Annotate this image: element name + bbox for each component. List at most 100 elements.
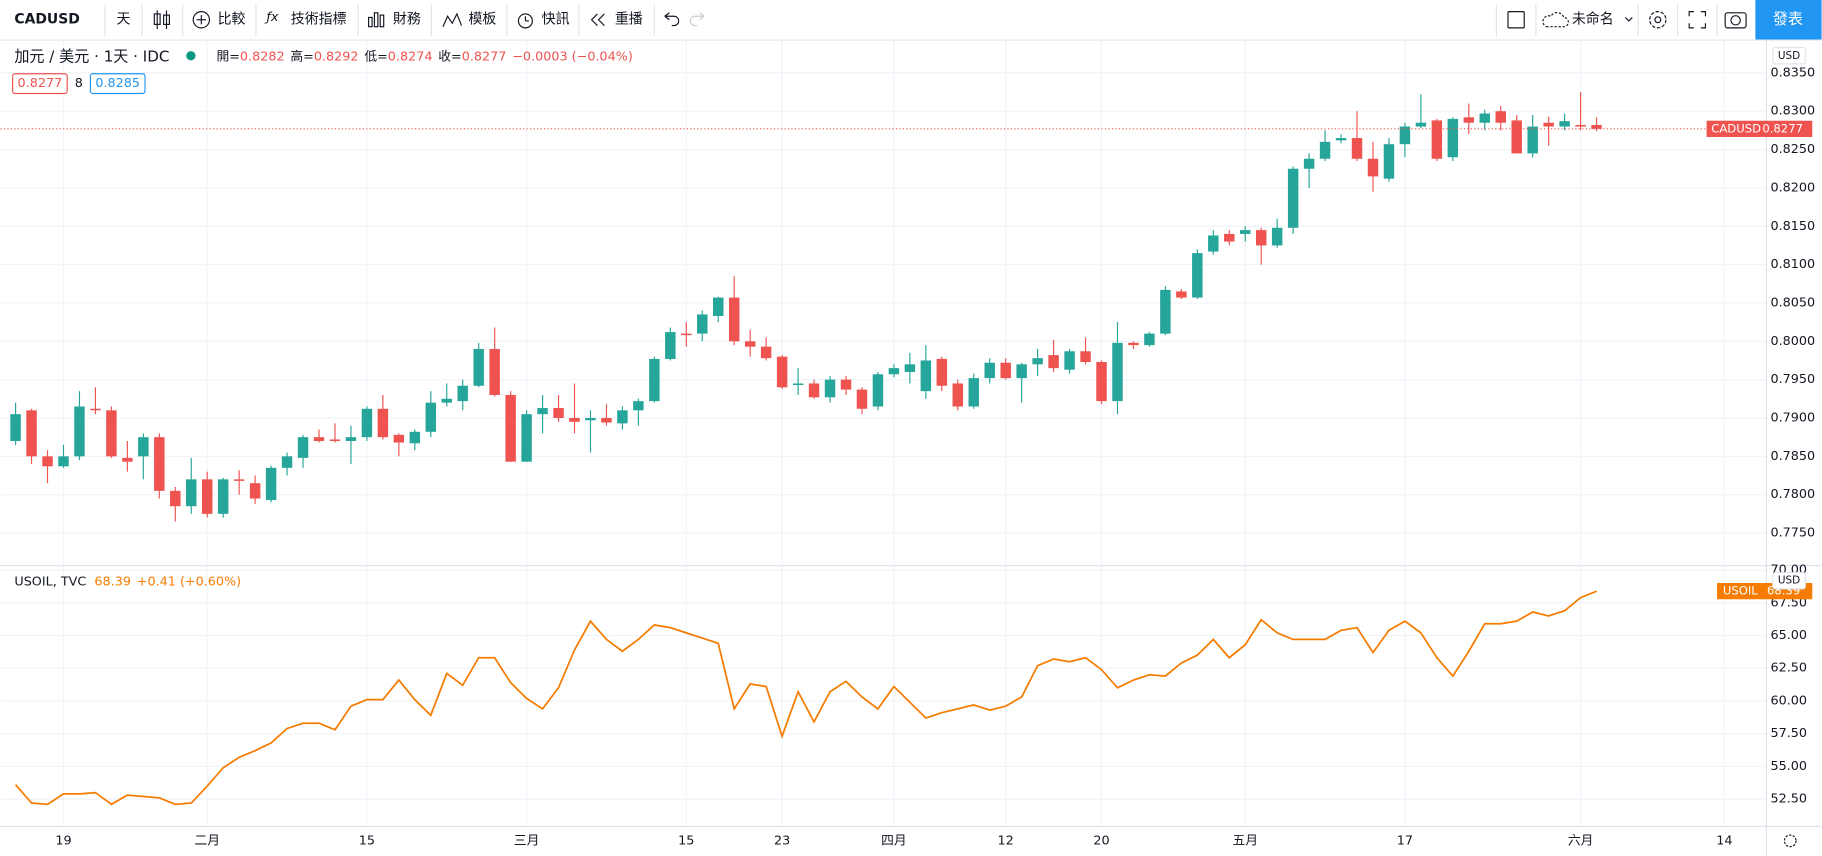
candle-body — [824, 379, 836, 398]
candle-body — [122, 457, 133, 462]
redo-button[interactable] — [689, 12, 705, 27]
y-tick-label: 0.8200 — [1770, 180, 1815, 195]
candle-body — [968, 378, 979, 407]
x-tick-label: 二月 — [194, 833, 220, 848]
y-tick-label: 60.00 — [1770, 693, 1807, 708]
candle-body — [10, 414, 21, 441]
publish-button[interactable] — [1755, 0, 1822, 40]
candle-body — [1463, 117, 1475, 123]
candle-body — [1112, 342, 1123, 402]
y-tick-label: 0.8250 — [1770, 142, 1815, 157]
candle-body — [1176, 291, 1187, 298]
alert-icon[interactable] — [517, 13, 533, 29]
candle-body — [1303, 158, 1315, 169]
y-tick-label: 57.50 — [1770, 726, 1807, 741]
layout-button[interactable] — [1507, 11, 1525, 29]
candle-body — [952, 383, 964, 407]
high-label: 高= — [290, 48, 313, 64]
candle-body — [1543, 122, 1554, 127]
candle-body — [760, 346, 772, 359]
symbol-title: 加元 / 美元 · 1天 · IDC — [14, 47, 169, 65]
candle-body — [281, 456, 293, 468]
snapshot-button[interactable] — [1724, 12, 1747, 29]
y-tick-label: 52.50 — [1770, 792, 1807, 807]
candle-body — [505, 394, 516, 462]
candle-body — [776, 356, 788, 388]
candle-body — [1271, 227, 1283, 246]
oil-change: +0.41 (+0.60%) — [137, 574, 241, 589]
x-tick-label: 20 — [1093, 833, 1109, 848]
undo-button[interactable] — [664, 12, 680, 27]
candle-body — [1559, 121, 1570, 127]
candle-body — [1415, 122, 1427, 127]
y-tick-label: 0.8150 — [1770, 219, 1815, 234]
candle-body — [1144, 333, 1155, 346]
low-value: 0.8274 — [388, 49, 433, 64]
financials-icon[interactable] — [368, 12, 385, 28]
x-tick-label: 三月 — [514, 833, 540, 848]
candle-body — [58, 456, 69, 467]
fullscreen-button[interactable] — [1688, 11, 1707, 29]
y-tick-label: 0.7800 — [1770, 487, 1815, 502]
candle-body — [840, 379, 852, 390]
compare-button[interactable]: 比較 — [218, 12, 246, 28]
y-tick-label: 0.8000 — [1770, 334, 1815, 349]
open-value: 0.8282 — [240, 49, 285, 64]
replay-button[interactable]: 重播 — [615, 12, 643, 28]
financials-button[interactable]: 財務 — [393, 12, 421, 28]
candle-body — [489, 348, 500, 395]
currency-box — [1772, 572, 1806, 590]
candle-body — [313, 437, 325, 441]
last-price-box — [1706, 120, 1813, 137]
candle-body — [201, 479, 213, 514]
candle-body — [1367, 158, 1379, 177]
publish-label[interactable]: 發表 — [1773, 10, 1803, 28]
oil-title: USOIL, TVC — [14, 574, 86, 589]
templates-button[interactable]: 模板 — [468, 12, 496, 28]
x-tick-label: 17 — [1397, 833, 1413, 848]
candle-body — [697, 314, 708, 334]
candle-body — [601, 417, 612, 423]
candle-body — [457, 385, 468, 402]
candle-body — [1447, 118, 1459, 158]
candle-body — [617, 410, 628, 424]
y-tick-label: 0.8300 — [1770, 104, 1815, 119]
candle-body — [249, 483, 261, 499]
candle-body — [665, 332, 676, 359]
indicators-icon[interactable]: ƒx — [264, 10, 278, 25]
candle-body — [393, 434, 405, 443]
candle-body — [1335, 138, 1347, 141]
compare-icon[interactable] — [192, 11, 211, 29]
x-tick-label: 15 — [678, 833, 694, 848]
layout-dropdown[interactable] — [1624, 17, 1633, 22]
candle-body — [585, 417, 596, 421]
candle-body — [217, 479, 229, 514]
interval-button[interactable]: 天 — [117, 12, 131, 28]
indicators-button[interactable]: 技術指標 — [291, 12, 347, 28]
candle-body — [1240, 230, 1251, 234]
alert-button[interactable]: 快訊 — [542, 12, 570, 28]
cloud-icon[interactable] — [1542, 12, 1569, 28]
templates-icon[interactable] — [442, 12, 463, 27]
candle-body — [1192, 253, 1203, 298]
x-tick-label: 六月 — [1568, 833, 1594, 848]
candle-body — [872, 374, 884, 407]
x-tick-label: 12 — [998, 833, 1014, 848]
symbol-button[interactable]: CADUSD — [14, 12, 79, 28]
candle-body — [1032, 358, 1043, 365]
replay-icon[interactable] — [590, 13, 605, 26]
candle-body — [1287, 168, 1299, 228]
y-tick-label: 62.50 — [1770, 661, 1807, 676]
ask-value: 0.8285 — [95, 76, 140, 91]
candle-body — [138, 437, 149, 457]
layout-name[interactable]: 未命名 — [1572, 11, 1614, 28]
candle-body — [1431, 120, 1443, 159]
candle-body — [1527, 126, 1538, 154]
chart-type-button[interactable] — [153, 10, 170, 30]
settings-button[interactable] — [1649, 11, 1667, 29]
candle-body — [1208, 235, 1219, 252]
candle-body — [856, 389, 868, 409]
